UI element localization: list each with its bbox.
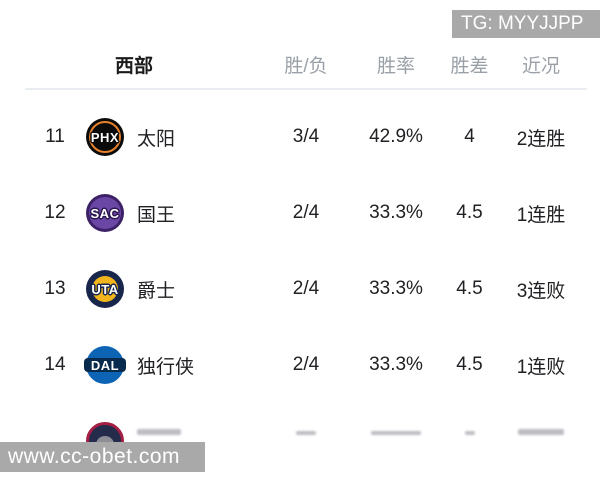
games-behind-clipped: [441, 430, 498, 452]
team-name: 爵士: [137, 280, 176, 302]
header-win-pct: 胜率: [376, 55, 415, 77]
watermark-top: TG: MYYJJPP: [452, 10, 600, 38]
win-pct: 33.3%: [369, 354, 423, 375]
header-recent: 近况: [521, 55, 560, 77]
recent-streak: 1连胜: [516, 204, 566, 226]
win-loss: 2/4: [292, 354, 320, 375]
kings-logo-icon: SAC: [86, 194, 124, 232]
games-behind: 4.5: [456, 202, 483, 223]
team-name: 国王: [137, 204, 176, 226]
header-win-loss: 胜/负: [284, 55, 328, 77]
header-divider: [25, 88, 587, 90]
win-loss: 2/4: [292, 278, 320, 299]
team-name: 太阳: [137, 128, 176, 150]
rank: 14: [44, 354, 66, 375]
recent-streak: 1连败: [516, 356, 566, 378]
mavericks-logo-icon: DAL: [84, 346, 126, 384]
games-behind: 4.5: [456, 354, 483, 375]
win-pct: 42.9%: [369, 126, 423, 147]
team-name-clipped: [131, 429, 261, 452]
games-behind: 4: [464, 126, 475, 147]
recent-streak-clipped: [498, 429, 584, 452]
rank: 11: [45, 126, 65, 147]
header-conference: 西部: [115, 55, 154, 77]
win-loss: 2/4: [292, 202, 320, 223]
table-row-suns[interactable]: 11 PHX 太阳 3/4 42.9% 4 2连胜: [0, 99, 600, 175]
win-loss-clipped: [261, 430, 351, 452]
watermark-bottom: www.cc-obet.com: [0, 442, 205, 472]
suns-logo-icon: PHX: [86, 118, 124, 156]
win-pct-clipped: [351, 430, 441, 452]
games-behind: 4.5: [456, 278, 483, 299]
table-header: 西部 胜/负 胜率 胜差 近况: [0, 40, 600, 88]
standings-rows: 11 PHX 太阳 3/4 42.9% 4 2连胜 12 SAC 国王: [0, 90, 600, 479]
rank: 12: [44, 202, 66, 223]
win-pct: 33.3%: [369, 278, 423, 299]
table-row-jazz[interactable]: 13 UTA 爵士 2/4 33.3% 4.5 3连败: [0, 251, 600, 327]
header-games-behind: 胜差: [450, 55, 489, 77]
win-loss: 3/4: [292, 126, 320, 147]
recent-streak: 2连胜: [516, 128, 566, 150]
team-name: 独行侠: [137, 356, 195, 378]
win-pct: 33.3%: [369, 202, 423, 223]
jazz-logo-icon: UTA: [86, 270, 124, 308]
rank: 13: [44, 278, 66, 299]
table-row-mavericks[interactable]: 14 DAL 独行侠 2/4 33.3% 4.5 1连败: [0, 327, 600, 403]
recent-streak: 3连败: [516, 280, 566, 302]
table-row-kings[interactable]: 12 SAC 国王 2/4 33.3% 4.5 1连胜: [0, 175, 600, 251]
